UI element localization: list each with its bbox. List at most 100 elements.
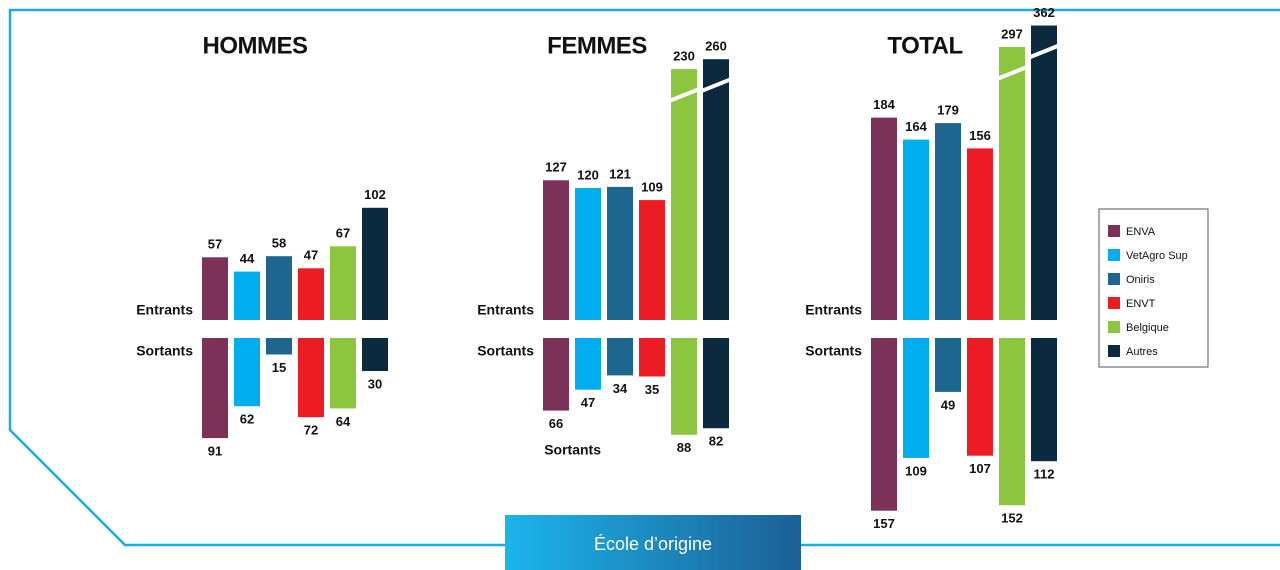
value-label: 47: [304, 248, 318, 263]
value-label: 184: [873, 97, 895, 112]
series-label: Sortants: [477, 343, 534, 359]
bar-sortants: [575, 338, 601, 390]
legend-label: Belgique: [1126, 322, 1169, 334]
legend-label: VetAgro Sup: [1126, 250, 1188, 262]
value-label: 58: [272, 236, 286, 251]
series-label: Entrants: [136, 302, 193, 318]
bar-entrants: [967, 148, 993, 320]
value-label: 47: [581, 395, 595, 410]
series-label: Sortants: [544, 442, 601, 458]
bar-entrants: [903, 139, 929, 320]
bar-sortants: [543, 338, 569, 411]
bar-sortants: [330, 338, 356, 409]
value-label: 64: [336, 414, 351, 429]
value-label: 260: [705, 39, 727, 54]
footer: École d’origine: [594, 534, 712, 554]
value-label: 297: [1001, 26, 1023, 41]
value-label: 164: [905, 119, 927, 134]
bar-entrants: [362, 207, 388, 320]
value-label: 15: [272, 360, 286, 375]
series-label: Sortants: [136, 343, 193, 359]
legend-swatch: [1108, 273, 1120, 285]
bar-sortants: [362, 338, 388, 371]
bar-sortants: [234, 338, 260, 407]
panel-title: FEMMES: [547, 32, 647, 59]
bar-sortants: [639, 338, 665, 377]
value-label: 30: [368, 376, 382, 391]
bar-entrants: [703, 59, 729, 320]
bar-sortants: [298, 338, 324, 418]
value-label: 35: [645, 382, 659, 397]
value-label: 157: [873, 516, 895, 531]
value-label: 362: [1033, 5, 1055, 20]
bar-sortants: [266, 338, 292, 355]
bar-sortants: [202, 338, 228, 439]
bar-entrants: [935, 123, 961, 320]
bar-sortants: [607, 338, 633, 376]
legend-label: ENVT: [1126, 298, 1156, 310]
value-label: 109: [905, 463, 927, 478]
value-label: 57: [208, 237, 222, 252]
bar-entrants: [234, 271, 260, 320]
bar-entrants: [671, 69, 697, 320]
legend-label: ENVA: [1126, 226, 1156, 238]
axis-break: [996, 65, 1028, 81]
value-label: 67: [336, 226, 350, 241]
series-label: Entrants: [477, 302, 534, 318]
value-label: 156: [969, 128, 991, 143]
legend-swatch: [1108, 225, 1120, 237]
value-label: 91: [208, 444, 222, 459]
legend-label: Oniris: [1126, 274, 1155, 286]
axis-break: [700, 77, 732, 94]
legend-swatch: [1108, 345, 1120, 357]
value-label: 107: [969, 461, 991, 476]
legend-swatch: [1108, 321, 1120, 333]
value-label: 44: [240, 251, 255, 266]
value-label: 88: [677, 440, 691, 455]
series-label: Entrants: [805, 302, 862, 318]
bar-sortants: [703, 338, 729, 429]
series-label: Sortants: [805, 343, 862, 359]
axis-break: [668, 87, 700, 103]
bar-sortants: [999, 338, 1025, 506]
legend-swatch: [1108, 249, 1120, 261]
bar-entrants: [871, 117, 897, 320]
bar-entrants: [330, 246, 356, 320]
value-label: 120: [577, 167, 599, 182]
value-label: 112: [1034, 467, 1055, 482]
legend-swatch: [1108, 297, 1120, 309]
value-label: 66: [549, 416, 563, 431]
value-label: 152: [1001, 511, 1023, 526]
bar-entrants: [266, 256, 292, 320]
bar-sortants: [871, 338, 897, 511]
value-label: 49: [941, 397, 955, 412]
bar-entrants: [575, 188, 601, 320]
bar-entrants: [298, 268, 324, 320]
bar-entrants: [639, 200, 665, 320]
value-label: 72: [304, 423, 318, 438]
panel-title: TOTAL: [887, 32, 962, 59]
value-label: 109: [641, 180, 663, 195]
value-label: 230: [673, 49, 695, 64]
value-label: 62: [240, 412, 254, 427]
bar-sortants: [903, 338, 929, 458]
bar-sortants: [671, 338, 697, 435]
legend-label: Autres: [1126, 346, 1158, 358]
bar-sortants: [1031, 338, 1057, 462]
value-label: 34: [613, 381, 628, 396]
panel-title: HOMMES: [203, 32, 308, 59]
bar-entrants: [202, 257, 228, 320]
bar-sortants: [967, 338, 993, 456]
value-label: 82: [709, 434, 723, 449]
value-label: 121: [609, 166, 631, 181]
value-label: 179: [937, 103, 959, 118]
value-label: 127: [545, 160, 567, 175]
bar-sortants: [935, 338, 961, 392]
footer-box: [505, 515, 801, 570]
bar-entrants: [543, 180, 569, 320]
bar-entrants: [607, 186, 633, 320]
axis-break: [1028, 43, 1060, 60]
bar-entrants: [999, 46, 1025, 321]
value-label: 102: [364, 187, 386, 202]
